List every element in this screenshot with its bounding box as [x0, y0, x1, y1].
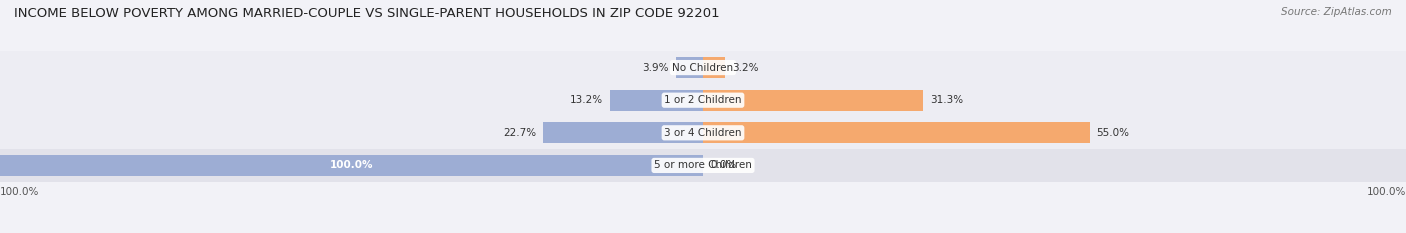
Text: 1 or 2 Children: 1 or 2 Children — [664, 95, 742, 105]
Text: 13.2%: 13.2% — [569, 95, 603, 105]
Bar — [610, 90, 703, 111]
Bar — [543, 122, 703, 143]
Bar — [0, 51, 1406, 84]
Bar — [0, 149, 1406, 182]
Text: 3 or 4 Children: 3 or 4 Children — [664, 128, 742, 138]
Text: 0.0%: 0.0% — [710, 161, 737, 170]
Bar — [0, 84, 1406, 116]
Bar — [0, 155, 703, 176]
Bar — [703, 90, 922, 111]
Text: 100.0%: 100.0% — [0, 187, 39, 197]
Text: INCOME BELOW POVERTY AMONG MARRIED-COUPLE VS SINGLE-PARENT HOUSEHOLDS IN ZIP COD: INCOME BELOW POVERTY AMONG MARRIED-COUPL… — [14, 7, 720, 20]
Text: 3.2%: 3.2% — [733, 63, 759, 72]
Text: 3.9%: 3.9% — [643, 63, 669, 72]
Text: No Children: No Children — [672, 63, 734, 72]
Bar — [703, 57, 725, 78]
Bar — [675, 57, 703, 78]
Text: 22.7%: 22.7% — [503, 128, 537, 138]
Text: 100.0%: 100.0% — [330, 161, 373, 170]
Bar — [0, 116, 1406, 149]
Text: 100.0%: 100.0% — [1367, 187, 1406, 197]
Text: 5 or more Children: 5 or more Children — [654, 161, 752, 170]
Text: 55.0%: 55.0% — [1097, 128, 1129, 138]
Text: Source: ZipAtlas.com: Source: ZipAtlas.com — [1281, 7, 1392, 17]
Bar — [703, 122, 1090, 143]
Text: 31.3%: 31.3% — [931, 95, 963, 105]
